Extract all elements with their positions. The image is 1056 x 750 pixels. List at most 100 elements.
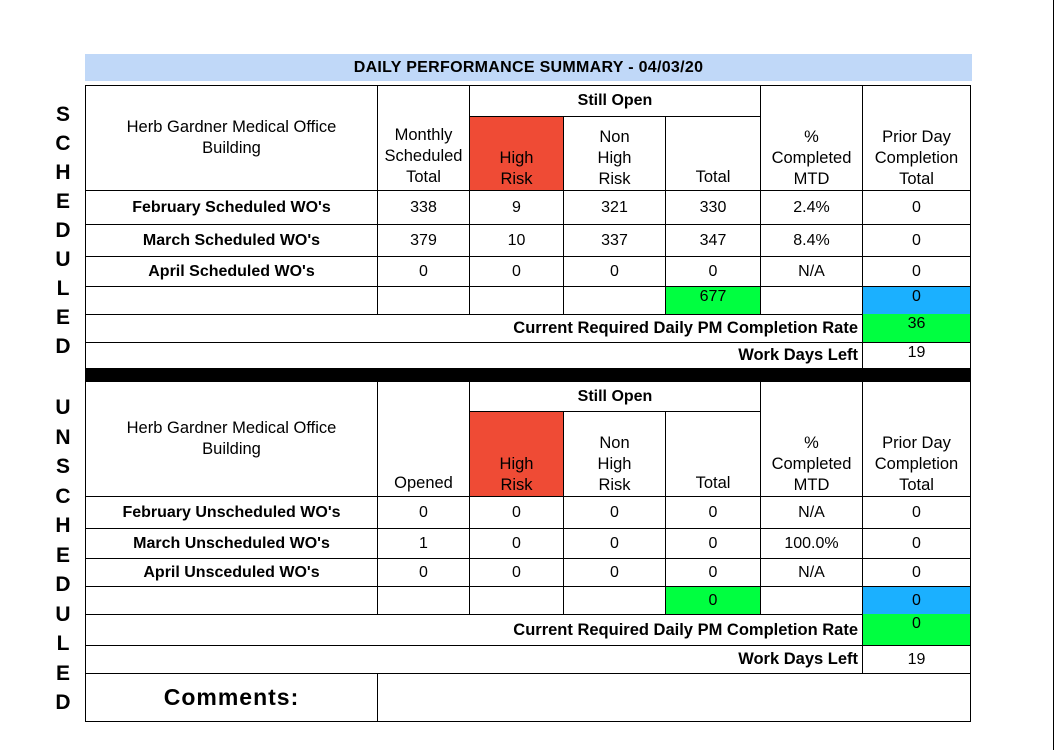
required-rate-value: 36 [862, 314, 971, 343]
row-label: April Scheduled WO's [85, 256, 378, 287]
high-risk-cell: 10 [469, 224, 564, 257]
row-label: February Scheduled WO's [85, 190, 378, 225]
side-letter: D [55, 691, 71, 714]
side-letter: D [55, 335, 71, 358]
side-letter: U [55, 248, 71, 271]
empty-cell [377, 286, 470, 315]
non-high-risk-cell: 0 [563, 558, 666, 587]
work-days-left-value: 19 [862, 342, 971, 369]
high-risk-cell: 0 [469, 528, 564, 559]
high-risk-cell: 0 [469, 496, 564, 529]
non-high-risk-cell: 321 [563, 190, 666, 225]
page-edge-line [1053, 0, 1054, 750]
still-open-sum-cell: 0 [665, 586, 761, 615]
empty-cell [85, 586, 378, 615]
side-letter: C [55, 484, 71, 508]
still-open-header: Still Open [469, 85, 761, 117]
monthly-total-cell: 379 [377, 224, 470, 257]
work-days-left-label: Work Days Left [85, 645, 863, 674]
non-high-risk-cell: 0 [563, 496, 666, 529]
required-rate-label: Current Required Daily PM Completion Rat… [85, 614, 863, 646]
empty-cell [469, 586, 564, 615]
total-cell: 0 [665, 256, 761, 287]
high-risk-cell: 0 [469, 558, 564, 587]
high-risk-cell: 9 [469, 190, 564, 225]
side-letter: D [55, 219, 71, 242]
total-cell: 330 [665, 190, 761, 225]
high-risk-header: High Risk [469, 116, 564, 191]
row-label: April Unsceduled WO's [85, 558, 378, 587]
row-label: March Unscheduled WO's [85, 528, 378, 559]
work-days-left-label: Work Days Left [85, 342, 863, 369]
non-high-risk-header: Non High Risk [563, 116, 666, 191]
required-rate-label: Current Required Daily PM Completion Rat… [85, 314, 863, 343]
total-cell: 0 [665, 528, 761, 559]
side-letter: S [55, 455, 70, 478]
opened-cell: 1 [377, 528, 470, 559]
non-high-risk-header: Non High Risk [563, 411, 666, 497]
prior-day-sum-cell: 0 [862, 286, 971, 315]
side-label-scheduled: S C H E D U L E D [52, 100, 74, 361]
pct-completed-header: % Completed MTD [760, 381, 863, 497]
non-high-risk-cell: 0 [563, 528, 666, 559]
total-header: Total [665, 411, 761, 497]
side-letter: C [55, 132, 71, 155]
row-label: March Scheduled WO's [85, 224, 378, 257]
work-days-left-value: 19 [862, 645, 971, 674]
opened-header: Opened [377, 381, 470, 497]
side-letter: S [55, 103, 70, 126]
side-letter: E [55, 543, 70, 567]
high-risk-header: High Risk [469, 411, 564, 497]
empty-cell [469, 286, 564, 315]
pct-completed-cell: N/A [760, 256, 863, 287]
side-letter: E [55, 306, 70, 329]
side-letter: E [55, 661, 70, 685]
still-open-header: Still Open [469, 381, 761, 412]
high-risk-cell: 0 [469, 256, 564, 287]
still-open-sum-cell: 677 [665, 286, 761, 315]
side-letter: L [56, 632, 70, 655]
side-label-unscheduled: U N S C H E D U L E D [52, 393, 74, 718]
empty-cell [563, 286, 666, 315]
opened-cell: 0 [377, 558, 470, 587]
side-letter: N [55, 425, 71, 449]
empty-cell [377, 586, 470, 615]
section-divider [85, 368, 971, 381]
opened-cell: 0 [377, 496, 470, 529]
empty-cell [760, 586, 863, 615]
prior-day-cell: 0 [862, 190, 971, 225]
required-rate-value: 0 [862, 614, 971, 646]
monthly-scheduled-total-header: Monthly Scheduled Total [377, 85, 470, 191]
row-label: February Unscheduled WO's [85, 496, 378, 529]
total-header: Total [665, 116, 761, 191]
side-letter: U [55, 602, 71, 626]
page-title: DAILY PERFORMANCE SUMMARY - 04/03/20 [85, 54, 972, 81]
non-high-risk-cell: 337 [563, 224, 666, 257]
side-letter: D [55, 573, 71, 596]
prior-day-cell: 0 [862, 528, 971, 559]
building-name-header: Herb Gardner Medical Office Building [85, 381, 378, 497]
prior-day-sum-cell: 0 [862, 586, 971, 615]
empty-cell [760, 286, 863, 315]
pct-completed-cell: 8.4% [760, 224, 863, 257]
pct-completed-cell: N/A [760, 496, 863, 529]
total-cell: 0 [665, 558, 761, 587]
side-letter: L [56, 277, 70, 300]
side-letter: U [55, 396, 71, 419]
side-letter: E [55, 190, 70, 213]
total-cell: 0 [665, 496, 761, 529]
pct-completed-cell: N/A [760, 558, 863, 587]
pct-completed-cell: 2.4% [760, 190, 863, 225]
comments-field[interactable] [377, 673, 971, 722]
side-letter: H [55, 514, 71, 537]
prior-day-cell: 0 [862, 496, 971, 529]
prior-day-header: Prior Day Completion Total [862, 381, 971, 497]
empty-cell [563, 586, 666, 615]
side-letter: H [55, 161, 71, 184]
pct-completed-header: % Completed MTD [760, 85, 863, 191]
monthly-total-cell: 338 [377, 190, 470, 225]
total-cell: 347 [665, 224, 761, 257]
prior-day-cell: 0 [862, 558, 971, 587]
prior-day-header: Prior Day Completion Total [862, 85, 971, 191]
comments-label: Comments: [85, 673, 378, 722]
